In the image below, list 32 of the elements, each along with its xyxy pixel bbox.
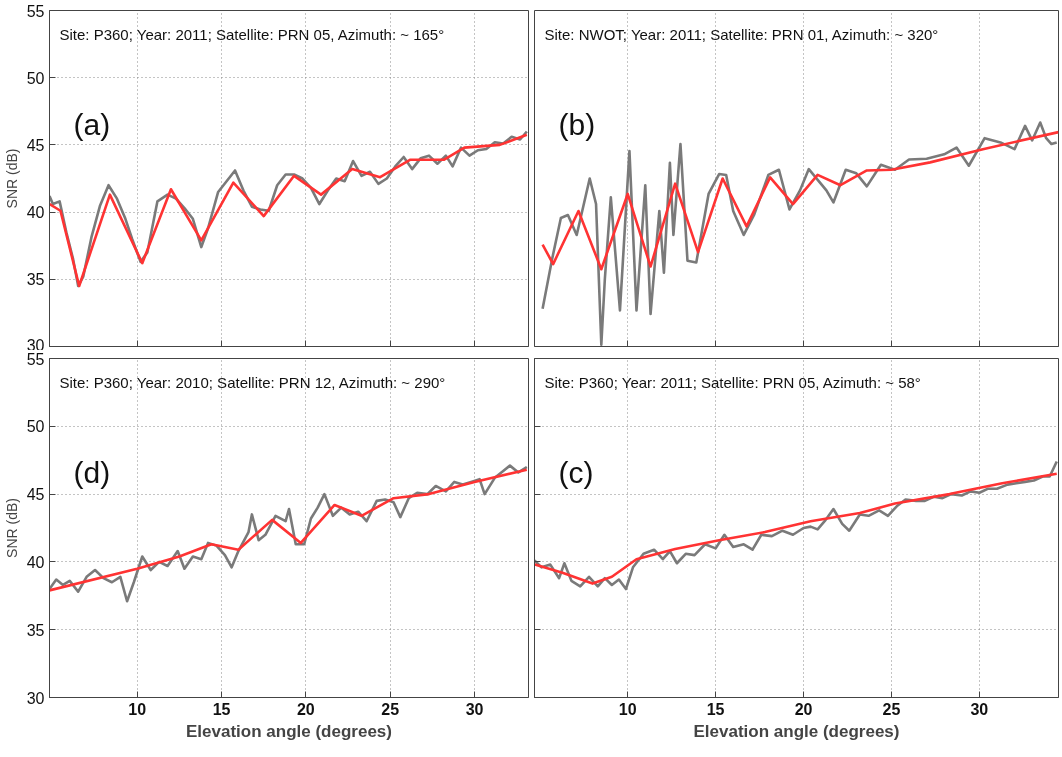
- x-tick-label: 15: [212, 700, 231, 718]
- annotation: (c): [558, 455, 594, 489]
- annotation: Site: P360; Year: 2011; Satellite: PRN 05, Azimuth: ~ 58°: [544, 373, 921, 391]
- x-tick-label: 30: [970, 700, 989, 718]
- x-axis-title: Elevation angle (degrees): [186, 721, 392, 741]
- y-tick-label: 55: [26, 2, 45, 20]
- y-tick-label: 30: [26, 689, 45, 707]
- text: Site: NWOT; Year: 2011; Satellite: PRN 01, Azimuth: ~ 320°: [544, 25, 939, 43]
- y-tick-label: 40: [26, 204, 45, 222]
- y-tick-label: 40: [26, 553, 45, 571]
- annotation: Site: P360; Year: 2010; Satellite: PRN 12, Azimuth: ~ 290°: [59, 373, 446, 391]
- x-tick-label: 30: [465, 700, 484, 718]
- annotation: Site: P360; Year: 2011; Satellite: PRN 05, Azimuth: ~ 165°: [59, 25, 445, 43]
- y-axis-title: SNR (dB): [3, 148, 20, 209]
- annotation: (a): [73, 107, 111, 141]
- x-tick-label: 25: [882, 700, 901, 718]
- annotation: (b): [558, 107, 596, 141]
- annotation: (d): [73, 455, 111, 489]
- x-tick-label: 10: [618, 700, 637, 718]
- y-axis-title: SNR (dB): [3, 498, 20, 558]
- x-tick-label: 15: [706, 700, 725, 718]
- y-tick-label: 50: [26, 69, 45, 87]
- x-tick-label: 10: [128, 700, 147, 718]
- y-tick-label: 35: [26, 621, 45, 639]
- x-tick-label: 20: [296, 700, 315, 718]
- x-axis-title: Elevation angle (degrees): [693, 721, 900, 741]
- x-tick-label: 25: [381, 700, 400, 718]
- y-tick-label: 50: [26, 418, 45, 436]
- x-tick-label: 20: [794, 700, 813, 718]
- y-tick-label: 45: [26, 136, 45, 154]
- y-tick-label: 45: [26, 486, 45, 504]
- y-tick-label: 35: [26, 271, 45, 289]
